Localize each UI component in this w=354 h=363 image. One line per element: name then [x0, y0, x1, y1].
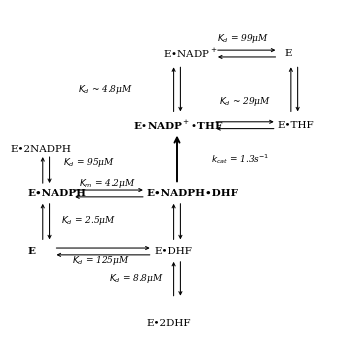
Text: E•2DHF: E•2DHF [147, 319, 191, 327]
Text: E: E [284, 49, 292, 58]
Text: $K_d$ = 95μM: $K_d$ = 95μM [63, 156, 115, 169]
Text: $K_d$ = 125μM: $K_d$ = 125μM [72, 254, 130, 267]
Text: E•NADP$^+$•THF: E•NADP$^+$•THF [133, 119, 223, 132]
Text: E•NADPH•DHF: E•NADPH•DHF [147, 189, 238, 198]
Text: E•DHF: E•DHF [155, 247, 193, 256]
Text: E•NADP$^+$: E•NADP$^+$ [164, 47, 218, 60]
Text: $K_d$ ~ 29μM: $K_d$ ~ 29μM [219, 95, 271, 108]
Text: $K_d$ = 99μM: $K_d$ = 99μM [217, 32, 269, 45]
Text: $k_{cat}$ = 1.3s$^{-1}$: $k_{cat}$ = 1.3s$^{-1}$ [211, 152, 269, 166]
Text: E: E [28, 247, 35, 256]
Text: E•THF: E•THF [277, 121, 314, 130]
Text: $K_d$ = 8.8μM: $K_d$ = 8.8μM [109, 272, 164, 285]
Text: $K_d$ ~ 4.8μM: $K_d$ ~ 4.8μM [78, 83, 133, 96]
Text: $K_m$ = 4.2μM: $K_m$ = 4.2μM [79, 178, 136, 190]
Text: E•2NADPH: E•2NADPH [11, 144, 72, 154]
Text: $K_d$ = 2.5μM: $K_d$ = 2.5μM [62, 214, 116, 227]
Text: E•NADPH: E•NADPH [28, 189, 86, 198]
